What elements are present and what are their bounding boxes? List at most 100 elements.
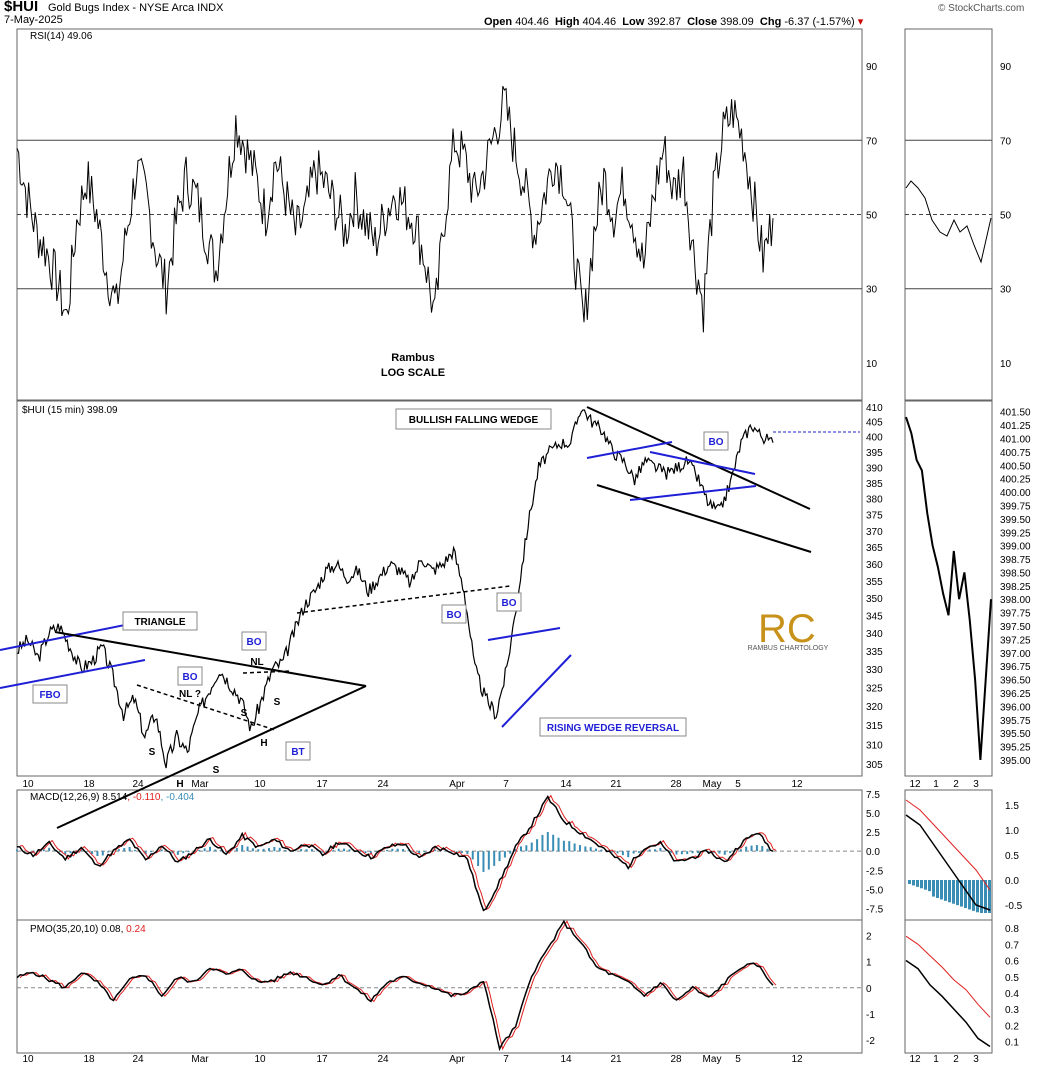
pmo-x-label: 7 [503,1054,509,1065]
price-zoom-tick: 398.00 [1000,595,1031,606]
price-tick: 335 [866,647,883,658]
price-zoom-tick: 398.25 [1000,582,1031,593]
macd-zoom-bar [960,880,963,907]
price-zoom-tick: 399.50 [1000,515,1031,526]
bo-callout-2-box [177,666,203,686]
rsi-tick: 70 [866,136,878,147]
macd-zoom-bar [956,880,959,906]
price-x-label: 10 [254,779,266,790]
channel-blue-3 [629,485,757,501]
zoom-x-label: 12 [909,1054,921,1065]
pmo-x-label: 5 [735,1054,741,1065]
price-x-label: 7 [503,779,509,790]
zoom-x-label: 3 [973,779,979,790]
macd-zoom-line [905,814,991,911]
neckline-dash [136,684,276,731]
fbo-callout-label: FBO [39,690,60,701]
pmo-zoom-tick: 0.4 [1005,989,1019,1000]
zoom-x-label: 1 [933,1054,939,1065]
wedge-callout-label: BULLISH FALLING WEDGE [409,415,539,426]
macd-zoom-bar [916,880,919,887]
pmo-x-label: Apr [449,1054,465,1065]
price-x-label: 18 [83,779,95,790]
macd-zoom-bar [940,880,943,900]
panel-frame-z2 [904,400,993,777]
pmo-line [16,919,774,1052]
price-zoom-tick: 401.25 [1000,421,1031,432]
pmo-zoom-tick: 0.8 [1005,924,1019,935]
log-scale-label: LOG SCALE [381,367,445,379]
macd-zoom-bar [920,880,923,889]
rsi-zoom-tick: 30 [1000,285,1012,296]
bo-callout-5-label: BO [709,437,724,448]
price-zoom-tick: 398.75 [1000,555,1031,566]
price-tick: 410 [866,403,883,414]
macd-zoom-bar [924,880,927,890]
price-x-label: 28 [670,779,682,790]
price-tick: 380 [866,495,883,506]
pmo-zoom-tick: 0.6 [1005,957,1019,968]
rsi-tick: 10 [866,359,878,370]
price-tick: 370 [866,527,883,538]
price-tick: 320 [866,702,883,713]
triangle-callout-label: TRIANGLE [134,617,185,628]
macd-signal-line [19,794,777,911]
ohlc-readout: Open 404.46 High 404.46 Low 392.87 Close… [484,16,864,28]
price-zoom-tick: 396.25 [1000,689,1031,700]
fbo-callout-box [32,684,68,704]
price-title: $HUI (15 min) 398.09 [22,405,118,416]
pmo-zoom-tick: 0.1 [1005,1038,1019,1049]
macd-zoom-bar [988,880,991,913]
bo-callout-3-label: BO [447,610,462,621]
bo-callout-2-label: BO [183,672,198,683]
price-zoom-tick: 399.75 [1000,501,1031,512]
rsi-line [16,86,774,333]
h-label: H [260,738,267,749]
pmo-x-label: Mar [191,1054,209,1065]
zoom-x-label: 1 [933,779,939,790]
rsi-tick: 30 [866,285,878,296]
s-label: S [274,697,281,708]
macd-zoom-bar [944,880,947,901]
price-tick: 350 [866,594,883,605]
rambus-label: Rambus [391,352,434,364]
zoom-x-label: 12 [909,779,921,790]
rising-callout-box [539,717,687,737]
pmo-x-label: 21 [610,1054,622,1065]
price-x-label: May [703,779,722,790]
index-name: Gold Bugs Index - NYSE Arca INDX [48,2,224,14]
rising-wedge-top [487,627,561,641]
pmo-x-label: 28 [670,1054,682,1065]
price-zoom-tick: 395.00 [1000,756,1031,767]
price-zoom-line [905,416,992,760]
pmo-x-label: 12 [791,1054,803,1065]
pmo-x-label: May [703,1054,722,1065]
price-tick: 385 [866,479,883,490]
pmo-x-label: 18 [83,1054,95,1065]
price-tick: 325 [866,683,883,694]
pmo-tick: 2 [866,932,872,943]
price-zoom-tick: 400.25 [1000,475,1031,486]
macd-zoom-bar [908,880,911,884]
triangle-upper-line [54,631,367,687]
price-tick: 315 [866,721,883,732]
macd-zoom-bar [972,880,975,911]
pmo-title: PMO(35,20,10) 0.08, 0.24 [30,924,146,935]
price-zoom-tick: 397.50 [1000,622,1031,633]
neckline-dash [242,670,293,674]
pmo-x-label: 10 [22,1054,34,1065]
price-x-label: 24 [377,779,389,790]
price-line [16,409,774,769]
macd-zoom-bar [952,880,955,904]
channel-blue-1 [586,441,673,459]
zoom-x-label: 2 [953,1054,959,1065]
price-zoom-tick: 397.25 [1000,635,1031,646]
price-x-label: Apr [449,779,465,790]
pmo-x-label: 24 [132,1054,144,1065]
pmo-zoom-signal [905,935,991,1018]
macd-line [16,794,774,912]
pmo-x-label: 24 [377,1054,389,1065]
price-tick: 305 [866,760,883,771]
macd-tick: 2.5 [866,828,880,839]
